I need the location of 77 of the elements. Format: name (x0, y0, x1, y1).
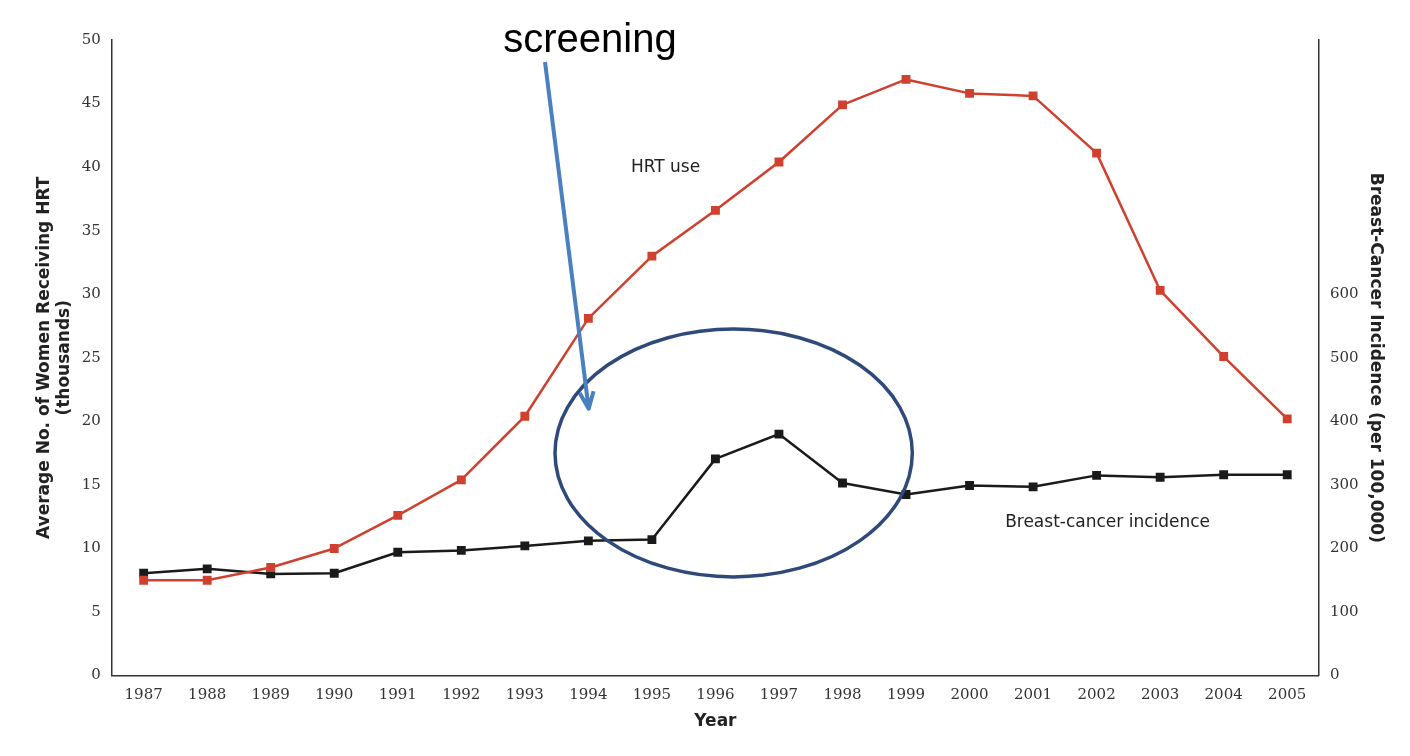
y2-tick-label: 500 (1329, 347, 1359, 366)
y-tick-label: 50 (81, 29, 101, 48)
point (965, 481, 974, 490)
point (1282, 414, 1292, 424)
x-tick-label: 2005 (1268, 685, 1307, 704)
point (583, 536, 593, 546)
point (139, 575, 149, 585)
point (393, 547, 403, 557)
x-tick-label: 2003 (1141, 685, 1180, 704)
x-tick-label: 1992 (442, 685, 481, 704)
point (1219, 470, 1229, 480)
y-tick-label: 10 (81, 538, 101, 557)
x-axis-title: Year (693, 710, 738, 731)
point (838, 100, 847, 110)
x-tick-label: 2000 (950, 685, 989, 704)
point (1155, 472, 1165, 482)
y-tick-label: 15 (81, 474, 101, 493)
x-tick-label: 1991 (378, 685, 417, 704)
y-tick-label: 30 (81, 284, 101, 303)
point (965, 88, 974, 98)
point (901, 74, 911, 84)
y2-tick-label: 400 (1329, 411, 1359, 430)
y2-tick-label: 600 (1329, 284, 1359, 303)
y-tick-label: 35 (81, 220, 101, 239)
point (711, 205, 720, 215)
y-tick-label: 0 (91, 665, 101, 684)
x-tick-label: 1990 (315, 685, 354, 704)
point (647, 535, 657, 545)
point (393, 511, 403, 520)
point (1219, 352, 1229, 361)
point (647, 251, 657, 261)
x-tick-label: 1999 (886, 685, 926, 704)
point (838, 478, 847, 488)
annotation: screening (502, 16, 678, 61)
x-tick-label: 1993 (505, 685, 544, 704)
x-tick-label: 1998 (823, 685, 862, 704)
y2-tick-label: 300 (1329, 474, 1359, 493)
x-tick-label: 1997 (759, 685, 799, 704)
y-tick-label: 25 (81, 347, 101, 366)
y2-tick-label: 200 (1329, 538, 1359, 557)
point (456, 545, 466, 555)
point (1028, 482, 1038, 492)
x-tick-label: 1988 (188, 685, 227, 704)
point (202, 564, 212, 574)
point (266, 563, 276, 572)
y-axis-title: Average No. of Women Receiving HRT (thousands) (32, 176, 74, 539)
y2-axis-title: Breast-Cancer Incidence (per 100,000) (1367, 172, 1388, 543)
x-tick-label: 1996 (696, 685, 735, 704)
x-tick-label: 2001 (1013, 685, 1053, 704)
point (1028, 91, 1038, 101)
series-label: HRT use (630, 155, 701, 176)
x-tick-label: 1994 (569, 685, 608, 704)
x-tick-label: 2004 (1204, 685, 1243, 704)
point (520, 411, 530, 421)
point (456, 475, 466, 485)
x-tick-label: 1987 (124, 685, 163, 704)
point (1155, 285, 1165, 295)
point (774, 429, 784, 439)
series-label: Breast-cancer incidence (1005, 511, 1211, 532)
y-tick-label: 40 (81, 157, 101, 176)
point (583, 313, 593, 323)
point (1092, 148, 1102, 158)
y-tick-label: 20 (81, 411, 101, 430)
point (1282, 470, 1292, 480)
point (202, 575, 212, 585)
point (1092, 470, 1102, 480)
y2-tick-label: 0 (1329, 665, 1340, 684)
y-tick-label: 5 (91, 601, 101, 620)
x-tick-label: 1989 (251, 685, 290, 704)
point (520, 541, 530, 551)
y2-tick-label: 100 (1329, 601, 1359, 620)
y-tick-label: 45 (81, 93, 101, 112)
point (329, 568, 339, 578)
x-tick-label: 2002 (1077, 685, 1116, 704)
point (711, 454, 720, 464)
x-tick-label: 1995 (632, 685, 671, 704)
point (329, 544, 339, 553)
